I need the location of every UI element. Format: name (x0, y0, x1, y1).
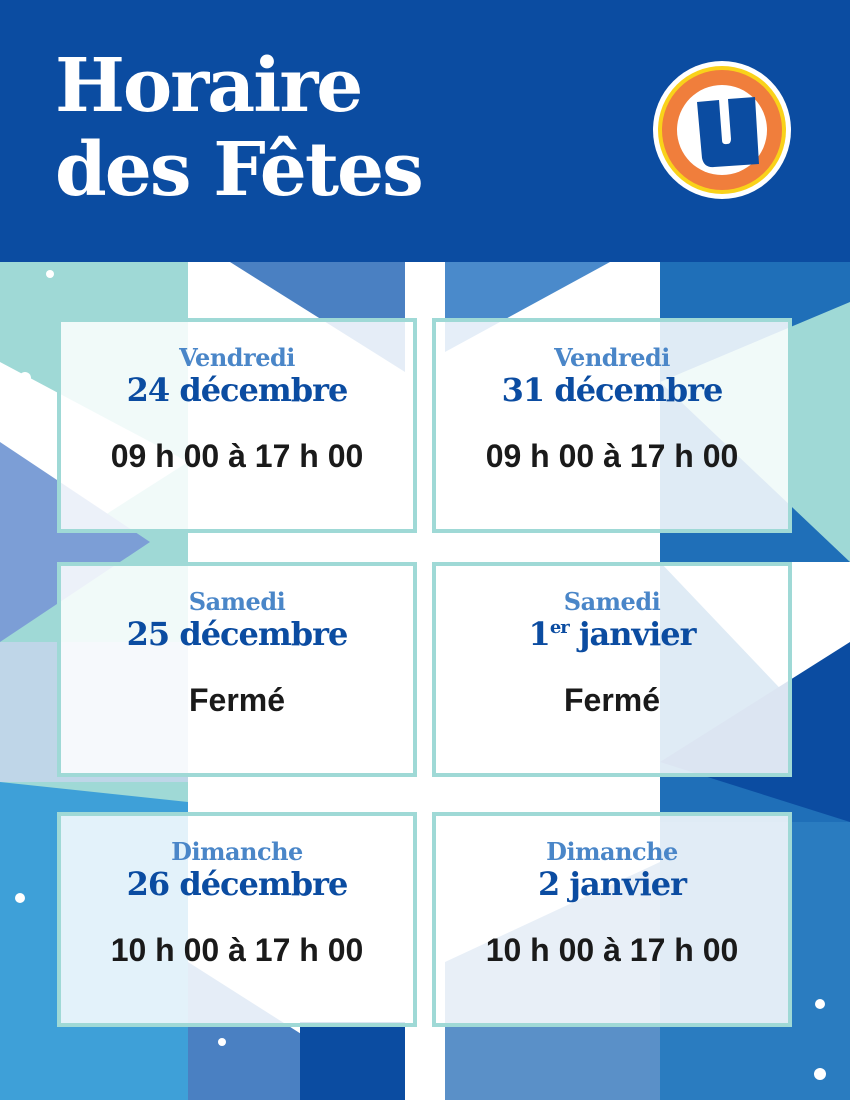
schedule-card-friday-dec31: Vendredi 31 décembre 09 h 00 à 17 h 00 (432, 318, 792, 533)
page-title: Horaire des Fêtes (55, 43, 424, 213)
date-text: 1 (528, 615, 551, 653)
date-label: 26 décembre (61, 866, 413, 902)
date-ordinal-suffix: er (549, 617, 570, 638)
day-label: Dimanche (171, 837, 303, 866)
hours-text: Fermé (563, 682, 661, 718)
schedule-card-sunday-jan2: Dimanche 2 janvier 10 h 00 à 17 h 00 (432, 812, 792, 1027)
date-text: 31 décembre (501, 371, 724, 409)
hours-text: Fermé (188, 682, 286, 718)
hours-text: 09 h 00 à 17 h 00 (110, 438, 364, 474)
header-banner: Horaire des Fêtes (0, 0, 850, 262)
date-label: 31 décembre (436, 372, 788, 408)
schedule-card-saturday-dec25: Samedi 25 décembre Fermé (57, 562, 417, 777)
date-text: 26 décembre (126, 865, 349, 903)
title-line-2: des Fêtes (55, 127, 424, 213)
hours-text: 10 h 00 à 17 h 00 (485, 932, 739, 968)
u-logo-icon (653, 61, 791, 199)
schedule-card-sunday-dec26: Dimanche 26 décembre 10 h 00 à 17 h 00 (57, 812, 417, 1027)
hours-text: 09 h 00 à 17 h 00 (485, 438, 739, 474)
date-text: 25 décembre (126, 615, 349, 653)
day-label: Vendredi (179, 343, 295, 372)
date-label: 24 décembre (61, 372, 413, 408)
day-label: Samedi (563, 587, 661, 616)
date-label: 1er janvier (436, 616, 788, 652)
day-label: Dimanche (546, 837, 678, 866)
schedule-card-saturday-jan1: Samedi 1er janvier Fermé (432, 562, 792, 777)
date-text: 2 janvier (538, 865, 687, 903)
date-label: 2 janvier (436, 866, 788, 902)
hours-text: 10 h 00 à 17 h 00 (110, 932, 364, 968)
date-month: janvier (568, 615, 697, 653)
date-text: 24 décembre (126, 371, 349, 409)
date-label: 25 décembre (61, 616, 413, 652)
day-label: Vendredi (554, 343, 670, 372)
title-line-1: Horaire (55, 43, 363, 129)
schedule-card-friday-dec24: Vendredi 24 décembre 09 h 00 à 17 h 00 (57, 318, 417, 533)
day-label: Samedi (188, 587, 286, 616)
